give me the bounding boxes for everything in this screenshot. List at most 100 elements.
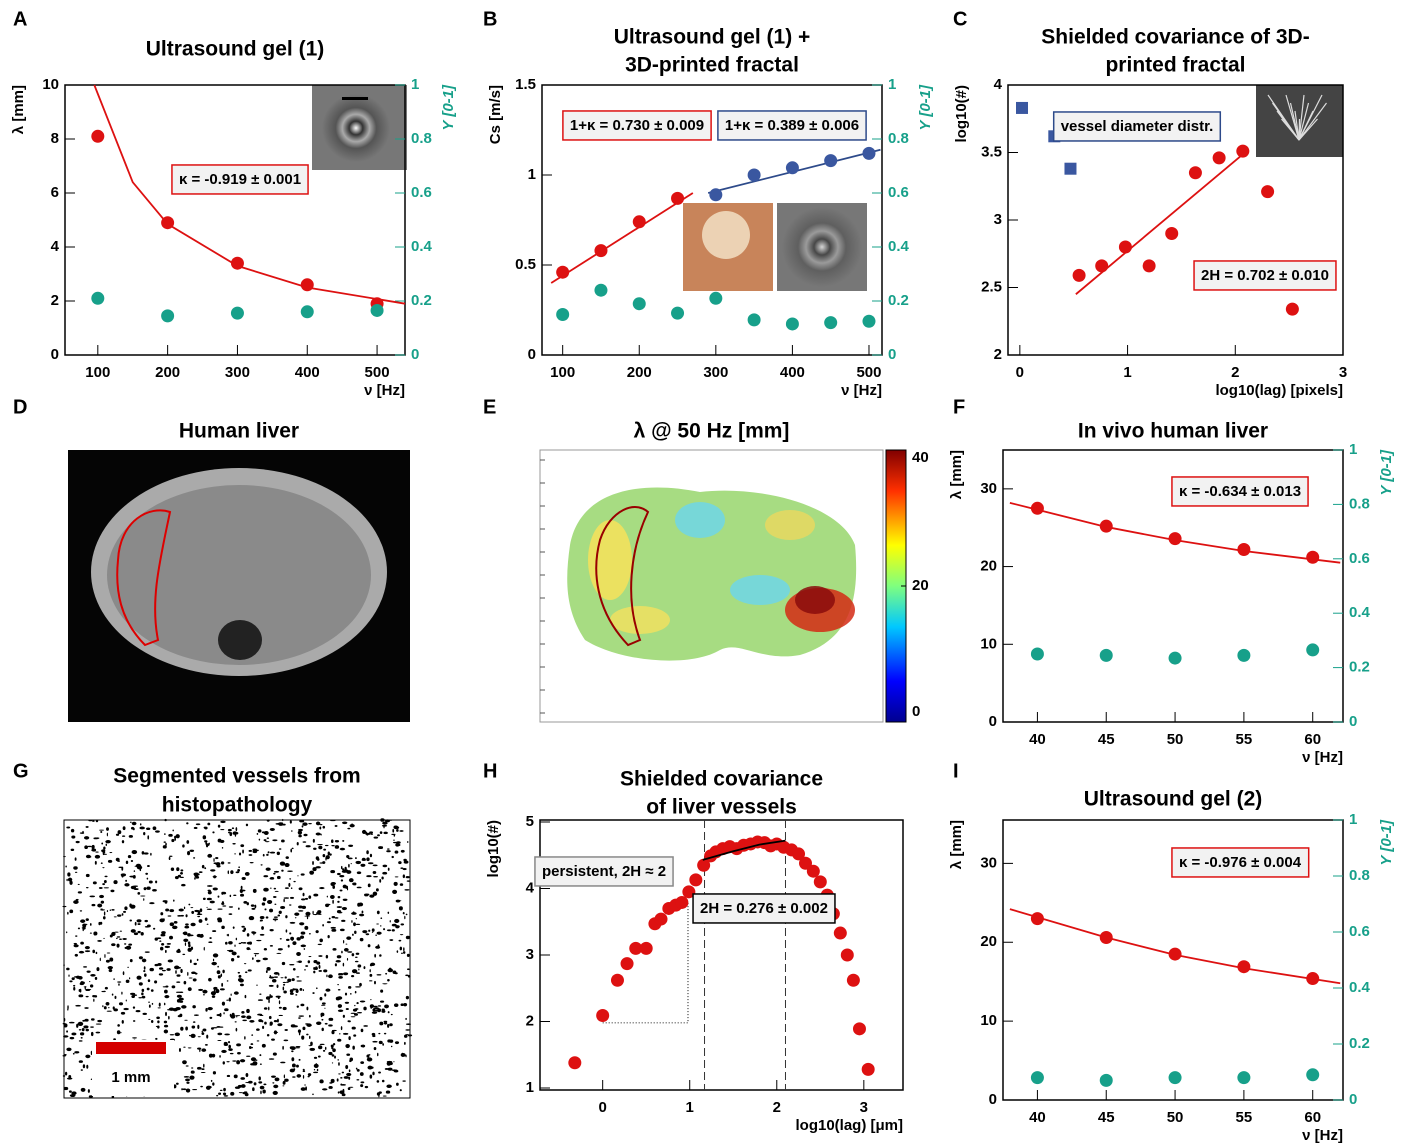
speck bbox=[176, 834, 180, 838]
speck bbox=[100, 922, 102, 925]
speck bbox=[234, 1075, 238, 1079]
speck bbox=[237, 869, 240, 872]
speck bbox=[182, 844, 184, 847]
speck bbox=[241, 1011, 244, 1014]
speck bbox=[281, 840, 285, 843]
speck bbox=[336, 960, 341, 962]
speck bbox=[274, 1020, 278, 1022]
speck bbox=[292, 1076, 295, 1078]
point bbox=[1169, 532, 1182, 545]
speck bbox=[69, 1022, 75, 1024]
speck bbox=[377, 1080, 380, 1083]
speck bbox=[244, 1036, 245, 1039]
speck bbox=[191, 1071, 195, 1074]
speck bbox=[180, 1027, 183, 1031]
speck bbox=[345, 1002, 349, 1004]
speck bbox=[96, 967, 99, 971]
point bbox=[640, 942, 653, 955]
speck bbox=[292, 978, 295, 981]
speck bbox=[381, 877, 383, 880]
speck bbox=[352, 1027, 356, 1030]
speck bbox=[175, 970, 177, 974]
speck bbox=[338, 1009, 343, 1011]
speck bbox=[202, 865, 205, 869]
speck bbox=[394, 1003, 398, 1007]
speck bbox=[395, 843, 399, 846]
speck bbox=[124, 906, 127, 910]
speck bbox=[92, 845, 95, 849]
speck bbox=[339, 1090, 344, 1094]
speck bbox=[133, 1020, 135, 1022]
speck bbox=[283, 899, 284, 902]
speck bbox=[176, 974, 180, 976]
map-blob bbox=[730, 575, 790, 605]
speck bbox=[140, 823, 141, 825]
x-axis-label: ν [Hz] bbox=[1302, 1127, 1343, 1143]
speck bbox=[251, 908, 255, 910]
speck bbox=[292, 848, 294, 850]
speck bbox=[380, 989, 383, 992]
annotation: κ = -0.634 ± 0.013 bbox=[1179, 483, 1301, 500]
speck bbox=[93, 932, 97, 936]
speck bbox=[306, 845, 311, 847]
speck bbox=[362, 911, 364, 914]
speck bbox=[301, 932, 306, 935]
speck bbox=[164, 995, 169, 998]
speck bbox=[210, 901, 215, 904]
speck bbox=[366, 933, 370, 935]
speck bbox=[303, 841, 307, 843]
speck bbox=[305, 898, 308, 900]
point bbox=[862, 1063, 875, 1076]
speck bbox=[280, 977, 283, 978]
speck bbox=[386, 1090, 390, 1093]
speck bbox=[351, 975, 354, 977]
speck bbox=[397, 950, 399, 953]
speck bbox=[380, 818, 384, 822]
speck bbox=[332, 1054, 335, 1056]
speck bbox=[232, 1060, 236, 1061]
speck bbox=[391, 1014, 393, 1015]
speck bbox=[180, 872, 183, 875]
point bbox=[621, 957, 634, 970]
speck bbox=[154, 980, 157, 983]
speck bbox=[260, 1063, 262, 1065]
speck bbox=[184, 907, 185, 910]
speck bbox=[168, 1016, 170, 1020]
y2-tick-label: 0.8 bbox=[411, 130, 432, 147]
speck bbox=[217, 917, 222, 921]
speck bbox=[345, 944, 347, 945]
speck bbox=[92, 995, 95, 997]
speck bbox=[388, 868, 390, 871]
speck bbox=[278, 948, 283, 950]
speck bbox=[141, 992, 143, 995]
speck bbox=[104, 954, 105, 958]
speck bbox=[207, 843, 210, 846]
speck bbox=[182, 954, 185, 955]
speck bbox=[104, 876, 107, 878]
point bbox=[655, 913, 668, 926]
speck bbox=[343, 885, 347, 889]
speck bbox=[258, 829, 262, 832]
speck bbox=[154, 964, 158, 966]
speck bbox=[308, 823, 312, 824]
point bbox=[1169, 652, 1182, 665]
speck bbox=[337, 955, 342, 958]
speck bbox=[321, 1019, 323, 1021]
speck bbox=[180, 869, 183, 871]
speck bbox=[368, 862, 373, 864]
speck bbox=[86, 874, 90, 877]
speck bbox=[399, 830, 403, 832]
speck bbox=[188, 987, 192, 991]
speck bbox=[145, 951, 150, 952]
speck bbox=[191, 911, 194, 914]
point bbox=[1306, 1068, 1319, 1081]
speck bbox=[83, 924, 88, 925]
speck bbox=[351, 1016, 356, 1017]
speck bbox=[121, 1012, 125, 1015]
speck bbox=[338, 989, 341, 991]
speck bbox=[270, 888, 272, 889]
speck bbox=[355, 957, 358, 958]
speck bbox=[293, 881, 295, 882]
speck bbox=[149, 968, 153, 971]
point bbox=[568, 1056, 581, 1069]
